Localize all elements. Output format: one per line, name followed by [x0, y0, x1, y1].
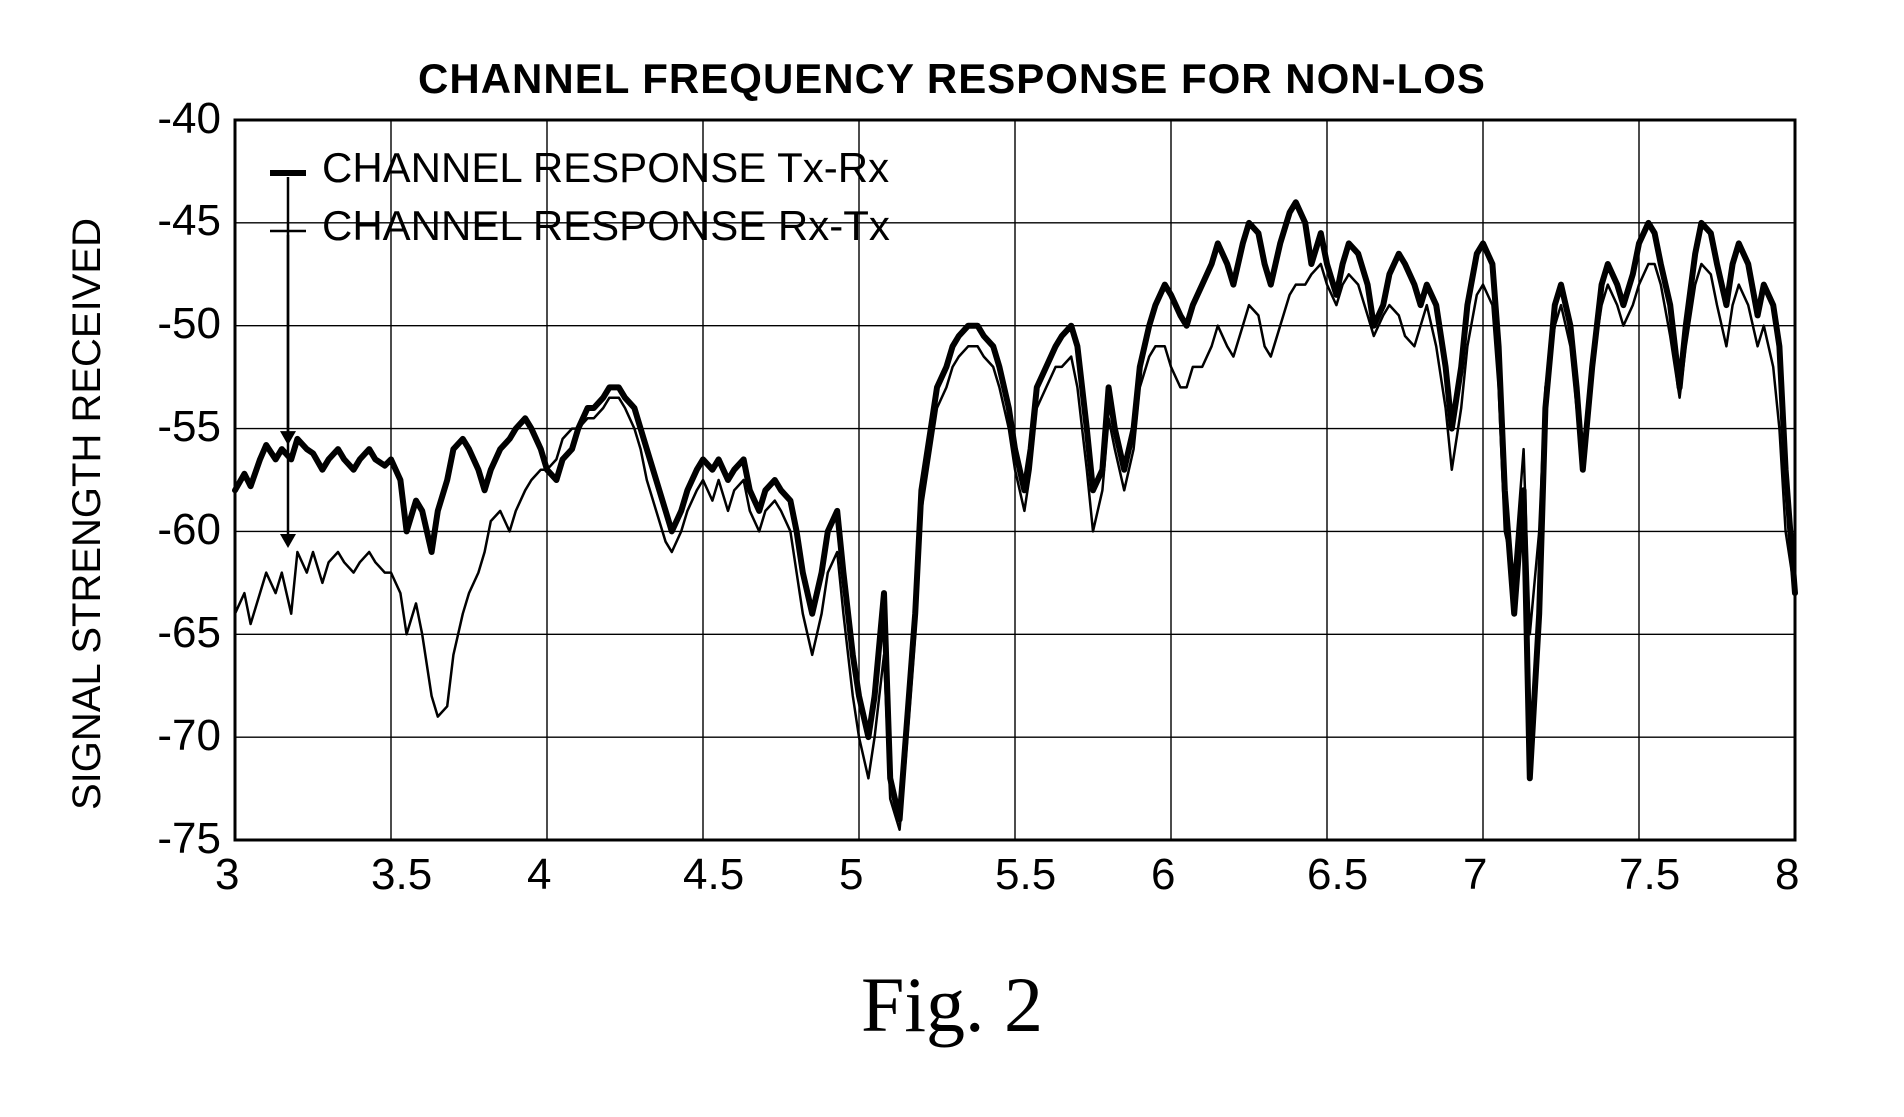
legend-item-label: CHANNEL RESPONSE Tx-Rx	[322, 144, 889, 192]
x-tick-label: 5.5	[995, 850, 1056, 900]
chart-container: CHANNEL FREQUENCY RESPONSE FOR NON-LOS S…	[0, 0, 1904, 1117]
y-tick-label: -60	[157, 505, 221, 555]
y-tick-label: -45	[157, 196, 221, 246]
y-tick-label: -75	[157, 814, 221, 864]
y-tick-label: -50	[157, 299, 221, 349]
x-tick-label: 4.5	[683, 850, 744, 900]
y-tick-label: -40	[157, 94, 221, 144]
legend-item-label: CHANNEL RESPONSE Rx-Tx	[322, 202, 890, 250]
y-tick-label: -55	[157, 402, 221, 452]
x-tick-label: 7	[1463, 850, 1487, 900]
x-tick-label: 8	[1775, 850, 1799, 900]
x-tick-label: 3.5	[371, 850, 432, 900]
x-tick-label: 4	[527, 850, 551, 900]
x-tick-label: 6.5	[1307, 850, 1368, 900]
x-tick-label: 6	[1151, 850, 1175, 900]
y-tick-label: -70	[157, 711, 221, 761]
chart-plot	[0, 0, 1904, 1117]
figure-caption: Fig. 2	[0, 960, 1904, 1050]
x-tick-label: 3	[215, 850, 239, 900]
y-tick-label: -65	[157, 608, 221, 658]
x-tick-label: 5	[839, 850, 863, 900]
x-tick-label: 7.5	[1619, 850, 1680, 900]
